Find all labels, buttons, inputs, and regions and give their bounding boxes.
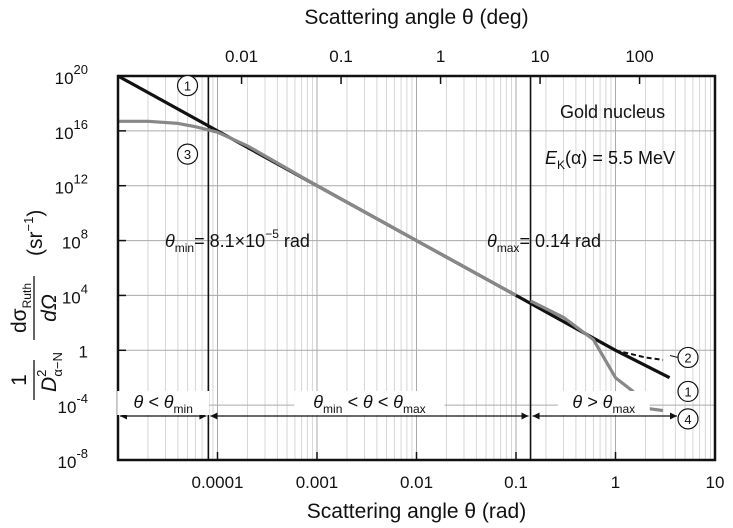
y-tick-exp: 4	[81, 281, 88, 296]
top-tick-label: 0.01	[225, 47, 258, 66]
x-tick-label: 0.01	[400, 473, 433, 492]
top-tick-label: 10	[531, 47, 550, 66]
energy-rest: (α) = 5.5 MeV	[565, 148, 675, 168]
y-label-unit: (sr−1)	[21, 210, 47, 256]
y-tick-label: 10-4	[58, 391, 88, 417]
curve-number-circle	[677, 408, 699, 430]
y-tick-base: 10	[62, 288, 81, 307]
top-x-axis-label: Scattering angle θ (deg)	[304, 6, 528, 29]
y-tick-exp: -4	[76, 391, 88, 406]
region-arrowhead-right	[670, 412, 677, 420]
top-tick-label: 100	[625, 47, 653, 66]
y-tick-exp: -8	[76, 446, 88, 461]
curve-2-leader	[669, 354, 679, 358]
theta-min-exp: −5	[265, 227, 279, 241]
y-tick-label: 1	[79, 342, 88, 361]
data-series	[117, 74, 671, 413]
theta-min-value: = 8.1×10	[194, 231, 265, 251]
y-label-D-sup: 2	[34, 370, 49, 377]
y-label-unit-main: (sr	[24, 232, 47, 257]
y-label-num-sub: Ruth	[20, 283, 34, 308]
region-arrowhead-left	[532, 412, 540, 420]
curve-number-label: 1	[684, 384, 691, 399]
x-tick-label: 0.1	[504, 473, 528, 492]
energy-sub: K	[557, 158, 565, 172]
y-label-unit-sup: −1	[21, 217, 36, 232]
theta-max-sym: θ	[487, 231, 497, 251]
axis-ticks: 0.0001 0.001 0.01 0.1 1 100.01 0.1 1 10 100102010…	[55, 47, 725, 492]
y-tick-base: 10	[58, 453, 77, 472]
x-tick-label: 10	[706, 473, 725, 492]
y-tick-label: 10-8	[58, 446, 88, 472]
y-tick-exp: 12	[74, 172, 88, 187]
y-tick-label: 108	[62, 227, 88, 253]
curve-number-circle	[176, 74, 199, 97]
series-2-line	[615, 349, 664, 361]
theta-min-label: θmin= 8.1×10−5 rad	[165, 227, 310, 255]
curve-number-label: 1	[184, 79, 191, 94]
theta-min-unit: rad	[279, 231, 310, 251]
energy-E: E	[545, 148, 558, 168]
y-tick-label: 1016	[55, 117, 88, 143]
region-left-label-bg	[117, 391, 210, 415]
region-left-label: θ < θmin	[134, 392, 193, 416]
curve-number-circle	[677, 380, 699, 403]
x-axis-label: Scattering angle θ (rad)	[307, 500, 526, 523]
x-tick-label: 1	[611, 473, 620, 492]
y-tick-label: 1012	[55, 172, 88, 198]
curve-number-circle	[176, 143, 199, 165]
y-tick-base: 10	[55, 179, 74, 198]
y-tick-label: 1020	[55, 62, 88, 88]
region-right-label-bg	[557, 391, 650, 415]
nucleus-label: Gold nucleus	[560, 102, 665, 122]
theta-max-value: = 0.14 rad	[519, 231, 601, 251]
y-label-D-sub: α−N	[50, 352, 65, 377]
y-tick-label: 104	[62, 281, 88, 307]
top-tick-label: 1	[436, 47, 445, 66]
x-tick-label: 0.0001	[192, 473, 244, 492]
region-right-main: θ > θ	[572, 392, 612, 412]
energy-label: EK(α) = 5.5 MeV	[545, 148, 675, 172]
y-tick-base: 10	[55, 69, 74, 88]
region-mid-b: < θ < θ	[342, 392, 403, 412]
region-mid-label: θmin < θ < θmax	[313, 392, 425, 416]
y-tick-exp: 8	[81, 227, 88, 242]
region-arrowhead-right	[521, 412, 529, 420]
y-label-num-main: dσ	[8, 308, 31, 333]
region-mid-label-bg	[294, 391, 445, 415]
y-tick-exp: 16	[74, 117, 88, 132]
y-label-one: 1	[8, 374, 31, 386]
region-left-main: θ < θ	[134, 392, 174, 412]
y-label-D: D2α−N	[34, 352, 65, 392]
region-left-sub: min	[174, 402, 193, 416]
axis-labels: Scattering angle θ (rad) Scattering angle…	[8, 6, 529, 523]
region-mid-sub1: min	[323, 402, 342, 416]
y-label-unit-close: )	[24, 210, 47, 217]
region-arrowhead-left	[210, 412, 218, 420]
curve-number-label: 2	[684, 350, 691, 365]
theta-max-sub: max	[497, 241, 520, 255]
curve-number-label: 3	[184, 147, 191, 162]
theta-min-sub: min	[175, 241, 194, 255]
region-right-sub: max	[612, 402, 635, 416]
y-tick-exp: 20	[74, 62, 88, 77]
region-right-label: θ > θmax	[572, 392, 635, 416]
theta-min-sym: θ	[165, 231, 175, 251]
y-label-D-main: D	[38, 377, 61, 392]
y-label-den: dΩ	[38, 294, 61, 322]
y-tick-base: 10	[62, 234, 81, 253]
theta-max-label: θmax= 0.14 rad	[487, 231, 601, 255]
series-3-line	[118, 119, 517, 297]
region-mid-a: θ	[313, 392, 323, 412]
top-tick-label: 0.1	[329, 47, 353, 66]
y-tick-base: 10	[55, 124, 74, 143]
y-label-num: dσRuth	[8, 283, 34, 333]
region-mid-sub2: max	[403, 402, 426, 416]
y-tick-base: 10	[58, 398, 77, 417]
curve-number-label: 4	[684, 412, 691, 427]
x-tick-label: 0.001	[296, 473, 339, 492]
